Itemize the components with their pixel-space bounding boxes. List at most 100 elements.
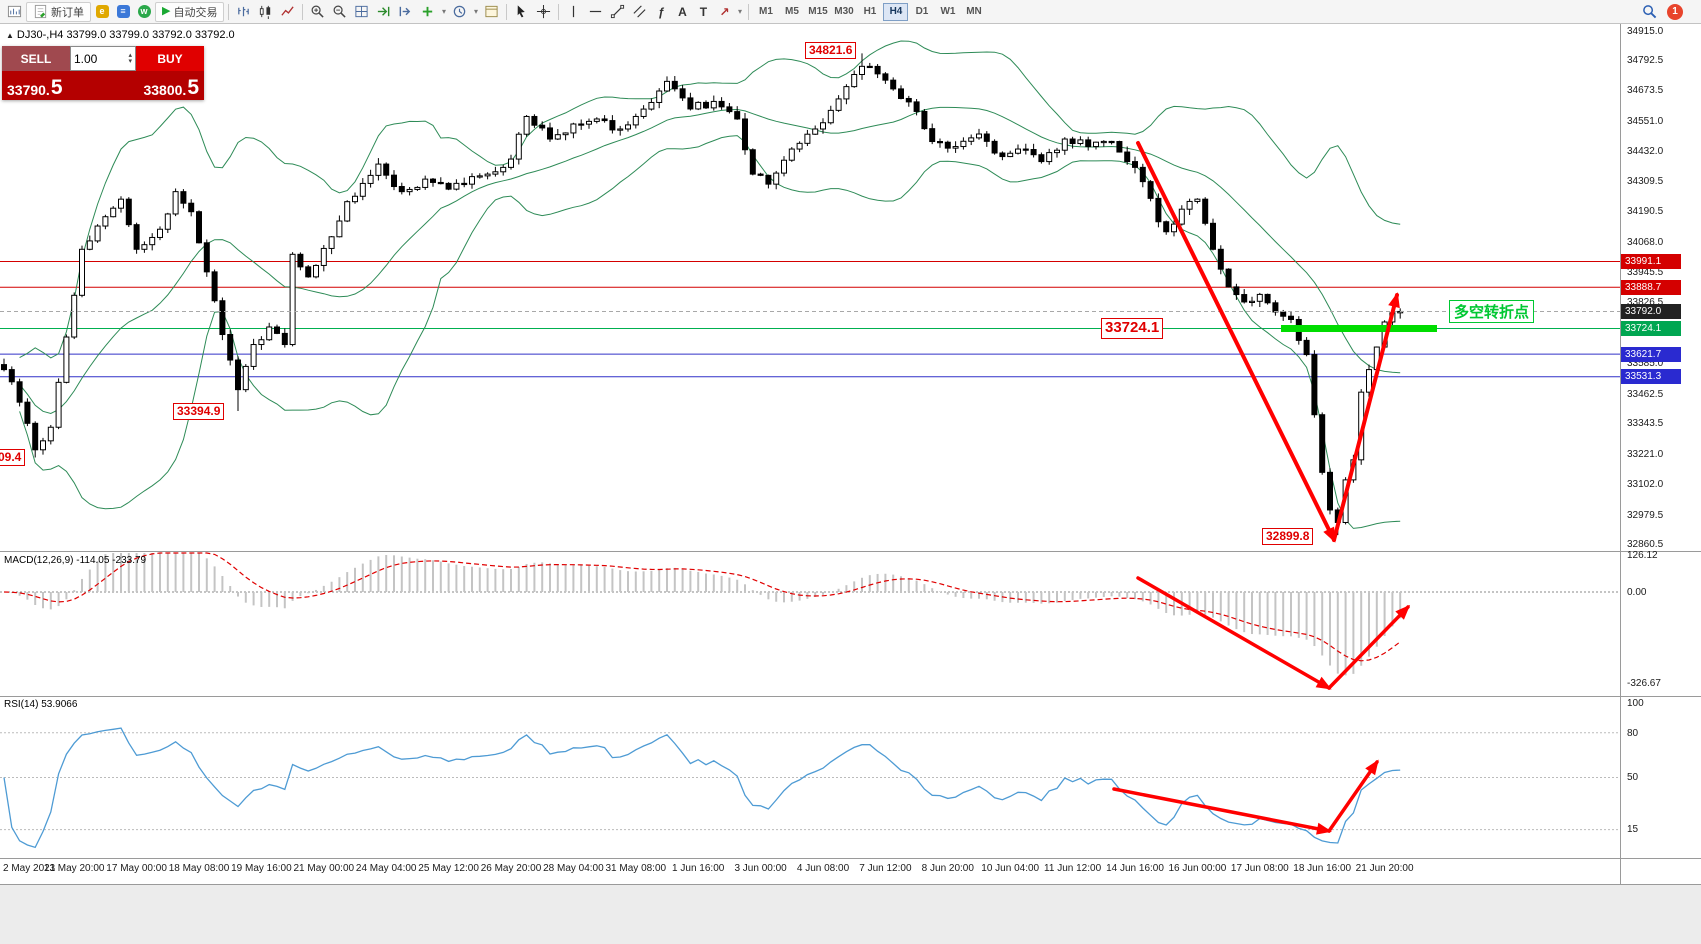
price-tick: 32979.5 — [1627, 509, 1664, 521]
price-badge: 33792.0 — [1621, 303, 1681, 319]
bars-chart-icon[interactable] — [233, 2, 254, 22]
vertical-line-icon[interactable] — [563, 2, 584, 22]
channel-icon[interactable] — [629, 2, 650, 22]
toolbar-separator — [558, 3, 560, 20]
timeframe-d1[interactable]: D1 — [915, 6, 929, 17]
indicators-dropdown-icon[interactable]: ▾ — [441, 7, 446, 16]
toolbar-separator — [748, 3, 750, 20]
auto-scroll-icon[interactable] — [373, 2, 394, 22]
price-axis[interactable]: 126.12 0.00 -326.67 100 80 50 15 34915.0… — [1620, 0, 1701, 944]
arrows-tool-icon[interactable]: ↗ — [719, 4, 730, 19]
periods-icon[interactable] — [449, 2, 470, 22]
time-axis[interactable]: 2 May 2021 13 May 20:00 17 May 00:00 18 May… — [0, 858, 1620, 884]
volume-stepper[interactable]: 1.00 ▴ ▾ — [70, 46, 136, 71]
price-tick: 33343.5 — [1627, 418, 1664, 430]
buy-button[interactable]: BUY — [136, 46, 204, 71]
rsi-label: RSI(14) 53.9066 — [4, 699, 78, 710]
arrows-dropdown-icon[interactable]: ▾ — [737, 7, 742, 16]
toolbar-separator — [506, 3, 508, 20]
price-tick: 34673.5 — [1627, 85, 1664, 97]
candles-chart-icon[interactable] — [255, 2, 276, 22]
rsi-axis-50: 50 — [1627, 772, 1639, 783]
price-badge: 33888.7 — [1621, 279, 1681, 295]
text-tool-icon[interactable]: A — [678, 4, 687, 19]
time-label: 18 Jun 16:00 — [1293, 863, 1352, 874]
trendline-icon[interactable] — [607, 2, 628, 22]
macd-axis-zero: 0.00 — [1627, 587, 1647, 598]
time-label: 1 Jun 16:00 — [672, 863, 725, 874]
price-tick: 34309.5 — [1627, 176, 1664, 188]
time-label: 26 May 20:00 — [480, 863, 542, 874]
time-label: 19 May 16:00 — [231, 863, 292, 874]
fibonacci-icon[interactable]: ƒ — [658, 4, 665, 19]
market-watch-icon[interactable]: ≡ — [113, 2, 133, 22]
autotrading-label: 自动交易 — [173, 6, 218, 19]
label-tool-icon[interactable]: T — [699, 4, 708, 19]
new-order-icon — [33, 4, 48, 19]
time-label: 31 May 08:00 — [605, 863, 667, 874]
time-label: 25 May 12:00 — [418, 863, 479, 874]
sell-button[interactable]: SELL — [2, 46, 70, 71]
symbol-ohlc-text: DJ30-,H4 33799.0 33799.0 33792.0 33792.0 — [16, 29, 235, 41]
timeframe-m1[interactable]: M1 — [759, 6, 773, 17]
price-tick: 33826.5 — [1627, 297, 1664, 309]
price-tick: 34068.0 — [1627, 236, 1664, 248]
toolbar-separator — [302, 3, 304, 20]
cursor-icon[interactable] — [511, 2, 532, 22]
crosshair-icon[interactable] — [533, 2, 554, 22]
zoom-in-icon[interactable] — [307, 2, 328, 22]
macd-axis-bottom: -326.67 — [1627, 678, 1661, 689]
tile-windows-icon[interactable] — [351, 2, 372, 22]
may-low-price-label: 33394.9 — [173, 403, 225, 420]
macd-axis-top: 126.12 — [1627, 550, 1658, 561]
time-label: 10 Jun 04:00 — [981, 863, 1040, 874]
time-label: 8 Jun 20:00 — [921, 863, 974, 874]
high-price-label: 34821.6 — [805, 42, 857, 59]
timeframe-h4[interactable]: H4 — [883, 2, 909, 21]
price-tick: 34551.0 — [1627, 115, 1664, 127]
volume-spinner-icons[interactable]: ▴ ▾ — [128, 51, 132, 65]
metaeditor-icon[interactable]: e — [92, 2, 112, 22]
new-order-label: 新订单 — [51, 6, 84, 19]
status-bar — [0, 884, 1701, 944]
autotrading-button[interactable]: ▶ 自动交易 — [155, 1, 225, 22]
indicators-icon[interactable] — [417, 2, 438, 22]
line-chart-icon[interactable] — [277, 2, 298, 22]
timeframe-mn[interactable]: MN — [966, 6, 982, 17]
chart-shift-icon[interactable] — [395, 2, 416, 22]
zoom-out-icon[interactable] — [329, 2, 350, 22]
timeframe-w1[interactable]: W1 — [940, 6, 956, 17]
periods-dropdown-icon[interactable]: ▾ — [473, 7, 478, 16]
price-badge: 33621.7 — [1621, 346, 1681, 362]
turning-point-note: 多空转折点 — [1449, 300, 1535, 323]
new-order-button[interactable]: 新订单 — [26, 1, 91, 22]
timeframe-m5[interactable]: M5 — [785, 6, 799, 17]
price-tick: 33462.5 — [1627, 388, 1664, 400]
notification-badge[interactable]: 1 — [1667, 3, 1683, 20]
sell-price: 33790. 5 — [7, 76, 63, 100]
chart-background — [0, 24, 1701, 884]
collapse-triangle-icon[interactable]: ▲ — [6, 31, 14, 40]
price-badge: 33724.1 — [1621, 320, 1681, 336]
time-label: 2 May 2021 — [3, 863, 56, 874]
new-chart-icon[interactable] — [4, 2, 25, 22]
horizontal-line-icon[interactable] — [585, 2, 606, 22]
june-low-price-label: 32899.8 — [1262, 528, 1314, 545]
time-label: 28 May 04:00 — [543, 863, 604, 874]
price-tick: 34432.0 — [1627, 145, 1664, 157]
timeframe-h1[interactable]: H1 — [863, 6, 877, 17]
price-badge: 33991.1 — [1621, 254, 1681, 270]
timeframe-m30[interactable]: M30 — [834, 6, 854, 17]
templates-icon[interactable] — [481, 2, 502, 22]
timeframe-m15[interactable]: M15 — [808, 6, 828, 17]
toolbar: 新订单 e ≡ w ▶ 自动交易 ▾ ▾ — [0, 0, 1701, 24]
time-label: 13 May 20:00 — [43, 863, 105, 874]
search-icon[interactable] — [1639, 2, 1660, 22]
price-tick: 34915.0 — [1627, 26, 1664, 37]
time-label: 21 May 00:00 — [293, 863, 355, 874]
price-tick: 34190.5 — [1627, 206, 1664, 218]
time-label: 3 Jun 00:00 — [734, 863, 787, 874]
price-tick: 33585.0 — [1627, 357, 1664, 369]
web-terminal-icon[interactable]: w — [134, 2, 154, 22]
